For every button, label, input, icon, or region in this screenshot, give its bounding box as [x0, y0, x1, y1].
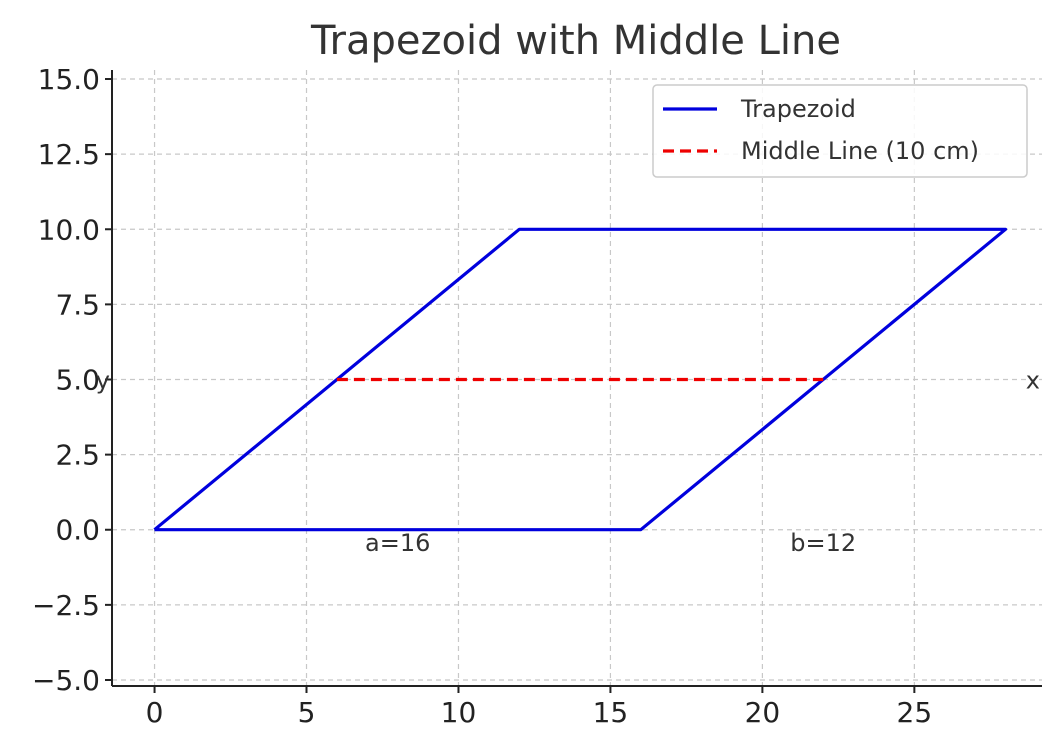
axes: 0 5 10 15 20 25 −5.0 −2.5 0.0 2.5 5.0 7.5 10.0 12.5 15… [32, 63, 1042, 729]
annotation-label: y [96, 367, 110, 395]
y-tick-label: −5.0 [32, 664, 100, 697]
x-tick-label: 10 [441, 696, 477, 729]
series-layer [153, 227, 1008, 532]
y-tick-label: 12.5 [38, 138, 100, 171]
chart-title: Trapezoid with Middle Line [310, 18, 841, 64]
y-tick-label: 7.5 [55, 288, 100, 321]
annotations: a=16 b=12 x y [96, 367, 1040, 557]
annotation-label: x [1026, 367, 1040, 395]
y-tick-label: 15.0 [38, 63, 100, 96]
annotation-label: a=16 [365, 529, 430, 557]
y-tick-label: 0.0 [55, 514, 100, 547]
legend: Trapezoid Middle Line (10 cm) [652, 84, 1028, 178]
x-tick-label: 15 [593, 696, 629, 729]
legend-box [652, 84, 1028, 178]
x-tick-label: 5 [298, 696, 316, 729]
series-line-0 [153, 227, 1008, 532]
y-tick-label: 2.5 [55, 439, 100, 472]
x-tick-label: 20 [745, 696, 781, 729]
legend-label-0: Trapezoid [740, 95, 856, 123]
y-tick-label: −2.5 [32, 589, 100, 622]
y-tick-label: 10.0 [38, 213, 100, 246]
y-tick-label: 5.0 [55, 364, 100, 397]
legend-label-1: Middle Line (10 cm) [741, 137, 979, 165]
annotation-label: b=12 [790, 529, 856, 557]
x-tick-label: 25 [897, 696, 933, 729]
x-tick-label: 0 [146, 696, 164, 729]
